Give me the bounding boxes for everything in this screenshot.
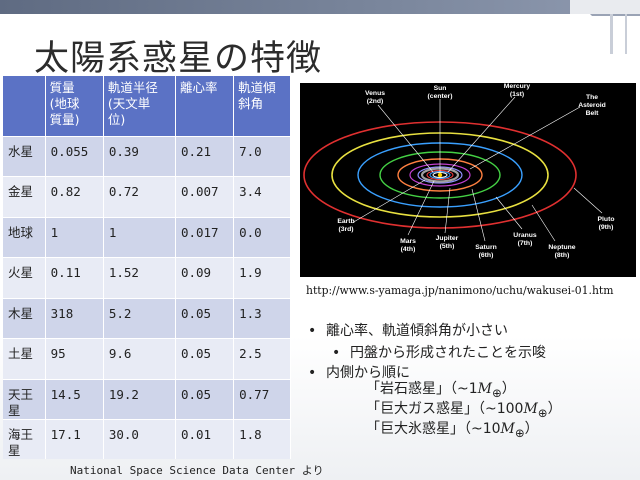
top-decoration-bar (0, 0, 640, 14)
label-jupiter: Jupiter (5th) (436, 235, 459, 250)
table-cell: 0.09 (175, 257, 235, 298)
table-cell: 0.01 (175, 419, 235, 459)
mass-symbol: M (523, 401, 538, 417)
table-cell: 1.52 (103, 257, 176, 298)
table-cell: 17.1 (45, 419, 104, 459)
planet-name-cell: 火星 (3, 257, 46, 298)
label-neptune: Neptune (8th) (548, 244, 575, 259)
bullet-text: 離心率、軌道傾斜角が小さい (326, 323, 508, 339)
label-mercury: Mercury (1st) (504, 83, 531, 98)
table-cell: 1 (103, 216, 176, 258)
table-row: 天王星 14.5 19.2 0.05 0.77 (3, 378, 291, 420)
planet-name-cell: 金星 (3, 176, 46, 217)
label-pluto: Pluto (9th) (598, 216, 615, 231)
table-row: 海王星 17.1 30.0 0.01 1.8 (3, 419, 291, 459)
table-cell: 5.2 (103, 297, 176, 339)
planet-name-cell: 天王星 (3, 378, 46, 420)
planet-class-ice-giant: 「巨大氷惑星」（~10M⊕） (366, 418, 539, 440)
table-cell: 1.8 (233, 419, 291, 459)
table-cell: 1.3 (233, 297, 291, 339)
mass-symbol: M (500, 421, 515, 437)
table-row: 金星 0.82 0.72 0.007 3.4 (3, 176, 291, 217)
class-text: 「岩石惑星」（~1 (366, 381, 478, 397)
table-cell: 0.055 (45, 135, 104, 177)
column-header: 質量 (地球 質量) (45, 76, 104, 136)
bullet-item: • 内側から順に (308, 362, 410, 382)
table-row: 木星 318 5.2 0.05 1.3 (3, 297, 291, 339)
table-cell: 30.0 (103, 419, 176, 459)
table-cell: 95 (45, 338, 104, 379)
table-cell: 3.4 (233, 176, 291, 217)
table-cell: 0.05 (175, 338, 235, 379)
planet-name-cell: 水星 (3, 135, 46, 177)
close-paren: ） (501, 381, 516, 397)
table-cell: 0.007 (175, 176, 235, 217)
label-uranus: Uranus (7th) (513, 232, 537, 247)
table-header-row: 質量 (地球 質量) 軌道半径 (天文単 位) 離心率 軌道傾 斜角 (3, 76, 291, 136)
mass-symbol: M (477, 381, 492, 397)
planet-table: 質量 (地球 質量) 軌道半径 (天文単 位) 離心率 軌道傾 斜角 水星 0.055 0.39 0.… (3, 76, 291, 459)
image-source-url: http://www.s-yamaga.jp/nanimono/uchu/wak… (306, 284, 614, 297)
source-note: National Space Science Data Center より (70, 464, 324, 477)
table-cell: 0.017 (175, 216, 235, 258)
column-header: 離心率 (175, 76, 235, 136)
page-title: 太陽系惑星の特徴 (34, 39, 323, 79)
planet-name-cell: 海王星 (3, 419, 46, 459)
table-row: 火星 0.11 1.52 0.09 1.9 (3, 257, 291, 298)
table-cell: 0.72 (103, 176, 176, 217)
close-paren: ） (524, 421, 539, 437)
table-cell: 0.77 (233, 378, 291, 420)
table-cell: 7.0 (233, 135, 291, 177)
table-cell: 14.5 (45, 378, 104, 420)
planet-name-cell: 木星 (3, 297, 46, 339)
label-mars: Mars (4th) (400, 238, 416, 253)
label-earth: Earth (3rd) (337, 218, 354, 233)
planet-class-gas-giant: 「巨大ガス惑星」（~100M⊕） (366, 398, 562, 420)
table-cell: 318 (45, 297, 104, 339)
table-cell: 0.21 (175, 135, 235, 177)
sub-bullet-text: 円盤から形成されたことを示唆 (350, 345, 546, 361)
bullet-dot: • (308, 323, 317, 339)
close-paren: ） (547, 401, 562, 417)
label-sun: Sun (center) (428, 85, 453, 100)
solar-system-orbit-diagram: Venus (2nd) Sun (center) Mercury (1st) The A… (300, 83, 636, 277)
class-text: 「巨大氷惑星」（~10 (366, 421, 501, 437)
earth-symbol: ⊕ (537, 405, 548, 420)
sub-bullet-item: • 円盤から形成されたことを示唆 (332, 342, 546, 362)
planet-name-cell: 地球 (3, 216, 46, 258)
table-cell: 9.6 (103, 338, 176, 379)
table-row: 水星 0.055 0.39 0.21 7.0 (3, 135, 291, 177)
earth-symbol: ⊕ (514, 425, 525, 440)
planet-name-cell: 土星 (3, 338, 46, 379)
bullet-dot: • (308, 365, 317, 381)
bullet-item: • 離心率、軌道傾斜角が小さい (308, 320, 508, 340)
bullet-text: 内側から順に (326, 365, 410, 381)
header-blank (3, 76, 46, 136)
table-cell: 1 (45, 216, 104, 258)
table-row: 土星 95 9.6 0.05 2.5 (3, 338, 291, 379)
earth-symbol: ⊕ (491, 385, 502, 400)
table-cell: 19.2 (103, 378, 176, 420)
sub-bullet-dot: • (332, 345, 341, 361)
table-cell: 0.11 (45, 257, 104, 298)
table-cell: 0.39 (103, 135, 176, 177)
table-row: 地球 1 1 0.017 0.0 (3, 216, 291, 258)
class-text: 「巨大ガス惑星」（~100 (366, 401, 524, 417)
corner-stripes-decoration (590, 14, 640, 54)
top-bar-accent (570, 0, 640, 14)
table-cell: 0.05 (175, 297, 235, 339)
column-header: 軌道傾 斜角 (233, 76, 291, 136)
table-cell: 0.82 (45, 176, 104, 217)
table-cell: 0.0 (233, 216, 291, 258)
planet-class-rocky: 「岩石惑星」（~1M⊕） (366, 378, 516, 400)
table-cell: 2.5 (233, 338, 291, 379)
label-venus: Venus (2nd) (365, 90, 385, 105)
column-header: 軌道半径 (天文単 位) (103, 76, 176, 136)
table-cell: 1.9 (233, 257, 291, 298)
table-cell: 0.05 (175, 378, 235, 420)
label-asteroid-belt: The Asteroid Belt (578, 94, 606, 117)
label-saturn: Saturn (6th) (475, 244, 497, 259)
